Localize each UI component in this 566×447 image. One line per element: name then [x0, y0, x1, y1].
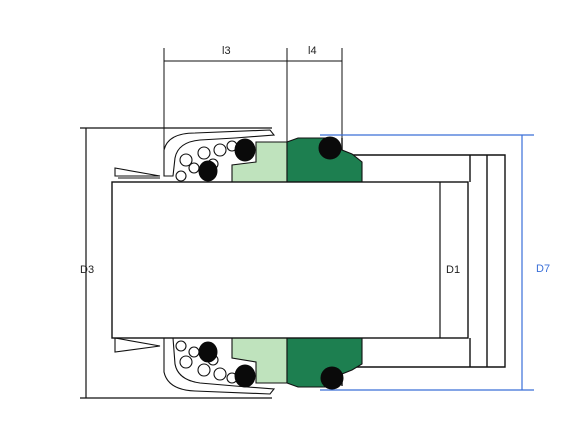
o-ring-inner-bottom [198, 341, 218, 363]
label-l4: l4 [308, 45, 317, 57]
o-ring-spring-bottom [234, 364, 256, 388]
shaft-sleeve [111, 181, 469, 339]
o-ring-seat-bottom [320, 366, 344, 390]
o-ring-seat-top [318, 136, 342, 160]
spring-retainer-bottom [114, 337, 276, 395]
dimension-d7 [320, 134, 534, 391]
o-ring-inner-top [198, 160, 218, 182]
dimension-d3 [80, 127, 272, 399]
o-ring-spring-top [234, 138, 256, 162]
label-d1: D1 [446, 264, 460, 276]
spring-retainer-top [114, 129, 276, 179]
label-d7: D7 [536, 263, 550, 275]
label-d3: D3 [80, 264, 94, 276]
o-rings [198, 136, 344, 390]
stationary-seat-top [286, 137, 363, 184]
label-l3: l3 [222, 45, 231, 57]
